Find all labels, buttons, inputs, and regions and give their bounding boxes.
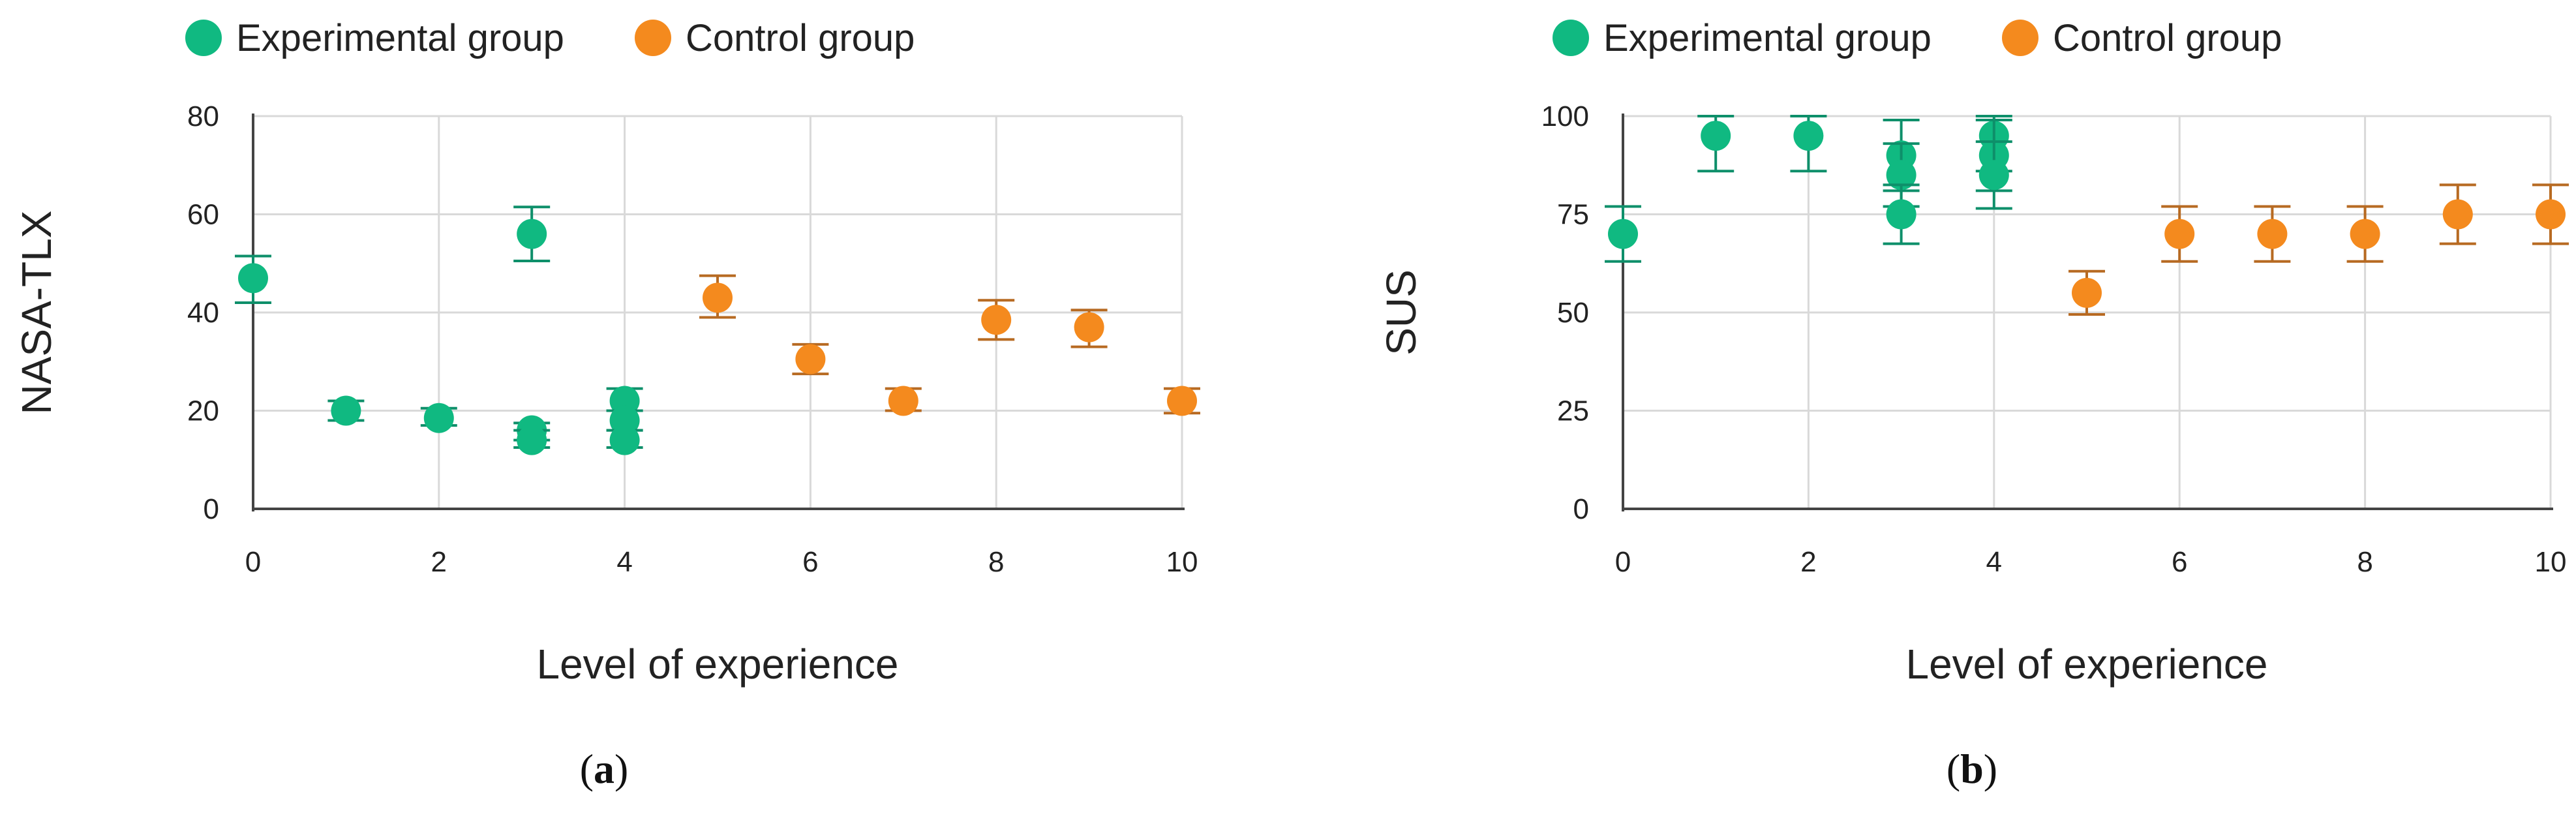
x-axis-title: Level of experience [1905,641,2267,688]
y-axis-title: NASA-TLX [13,211,60,415]
data-point-control [2536,199,2566,230]
data-point-experimental [331,395,361,426]
y-tick-label: 0 [204,493,219,525]
data-point-experimental [1978,160,2009,190]
x-axis-title: Level of experience [536,641,898,688]
legend-label: Control group [686,17,915,59]
y-tick-label: 25 [1557,395,1589,427]
y-tick-label: 40 [187,297,219,329]
legend-marker-experimental [1553,20,1589,56]
x-tick-label: 4 [1986,546,2002,578]
data-point-experimental [238,263,268,294]
x-tick-label: 2 [431,546,447,578]
y-tick-label: 50 [1557,297,1589,329]
data-point-control [795,344,826,374]
x-tick-label: 8 [988,546,1004,578]
data-point-experimental [1701,121,1731,151]
data-point-control [2164,219,2195,249]
x-tick-label: 10 [1166,546,1198,578]
x-tick-label: 6 [802,546,818,578]
data-point-control [1074,312,1104,342]
data-point-experimental [1793,121,1824,151]
y-tick-label: 75 [1557,199,1589,231]
x-tick-label: 0 [1615,546,1631,578]
legend-marker-control [635,20,671,56]
x-tick-label: 2 [1800,546,1816,578]
legend-marker-experimental [185,20,222,56]
legend-label: Control group [2053,17,2282,59]
data-point-control [888,386,918,416]
data-point-control [2442,199,2473,230]
legend-label: Experimental group [1603,17,1932,59]
legend-label: Experimental group [236,17,564,59]
y-axis-title: SUS [1378,269,1425,356]
data-point-control [2350,219,2380,249]
panel-label: (a) [580,746,629,792]
data-point-experimental [423,403,454,433]
y-tick-label: 60 [187,199,219,231]
data-point-control [981,305,1012,335]
y-tick-label: 20 [187,395,219,427]
x-tick-label: 10 [2535,546,2567,578]
data-point-control [2257,219,2288,249]
data-point-experimental [1886,199,1917,230]
data-point-experimental [1608,219,1638,249]
chart-panel-a: Experimental group Control group 0 2 4 6 8 10 0 2… [13,17,1200,792]
y-tick-label: 80 [187,100,219,132]
x-tick-label: 4 [616,546,632,578]
data-point-experimental [609,425,640,455]
x-tick-label: 0 [245,546,261,578]
x-tick-label: 8 [2357,546,2372,578]
data-point-control [2072,277,2102,308]
data-point-experimental [517,425,547,455]
y-tick-label: 100 [1541,100,1589,132]
panel-label: (b) [1947,746,1997,792]
data-point-control [1167,386,1197,416]
data-point-control [703,282,733,313]
y-tick-label: 0 [1573,493,1589,525]
data-point-experimental [517,219,547,249]
legend-marker-control [2002,20,2038,56]
data-point-experimental [1886,160,1917,190]
x-tick-label: 6 [2172,546,2187,578]
